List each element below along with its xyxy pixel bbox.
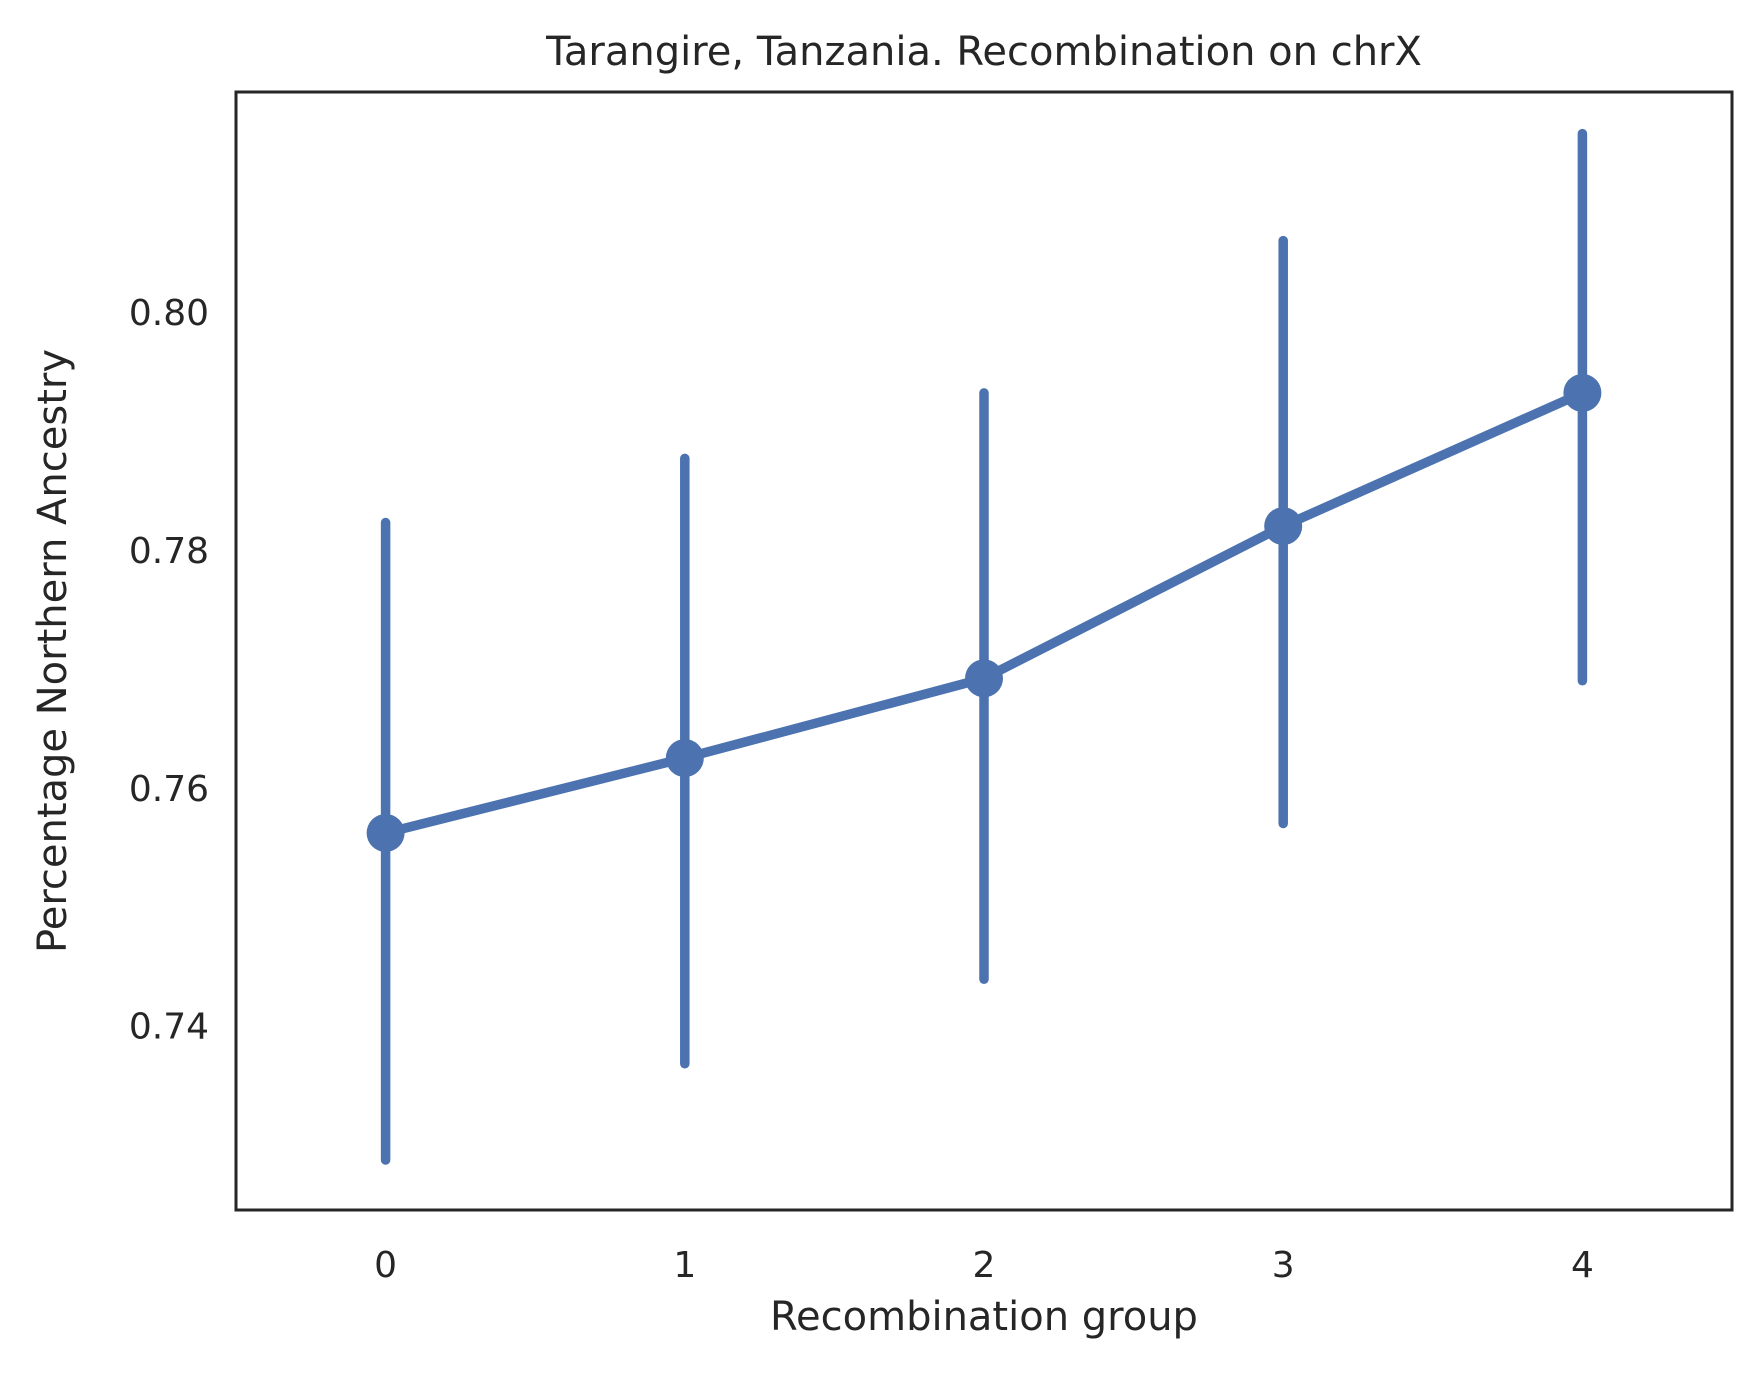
y-tick-label-0.74: 0.74 — [129, 1007, 209, 1048]
data-point-0 — [366, 813, 405, 852]
x-tick-label-3: 3 — [1272, 1245, 1295, 1286]
plot-frame — [234, 90, 1734, 1212]
data-point-1 — [665, 739, 704, 778]
x-tick-label-1: 1 — [673, 1245, 696, 1286]
data-point-2 — [965, 659, 1003, 698]
y-tick-label-0.78: 0.78 — [129, 531, 209, 572]
x-axis-ticks: 0 1 2 3 4 — [374, 1245, 1594, 1286]
x-tick-label-0: 0 — [374, 1245, 397, 1286]
y-axis-ticks: 0.74 0.76 0.78 0.80 — [129, 293, 209, 1048]
x-tick-label-2: 2 — [973, 1245, 996, 1286]
x-tick-label-4: 4 — [1571, 1245, 1594, 1286]
x-axis-label: Recombination group — [770, 1294, 1198, 1340]
y-tick-label-0.80: 0.80 — [129, 293, 209, 334]
data-point-4 — [1563, 373, 1602, 412]
chart-title: Tarangire, Tanzania. Recombination on ch… — [545, 29, 1422, 75]
y-axis-label: Percentage Northern Ancestry — [30, 349, 76, 953]
y-tick-label-0.76: 0.76 — [129, 769, 209, 810]
data-point-3 — [1264, 507, 1303, 546]
plot-marks — [366, 128, 1602, 1165]
